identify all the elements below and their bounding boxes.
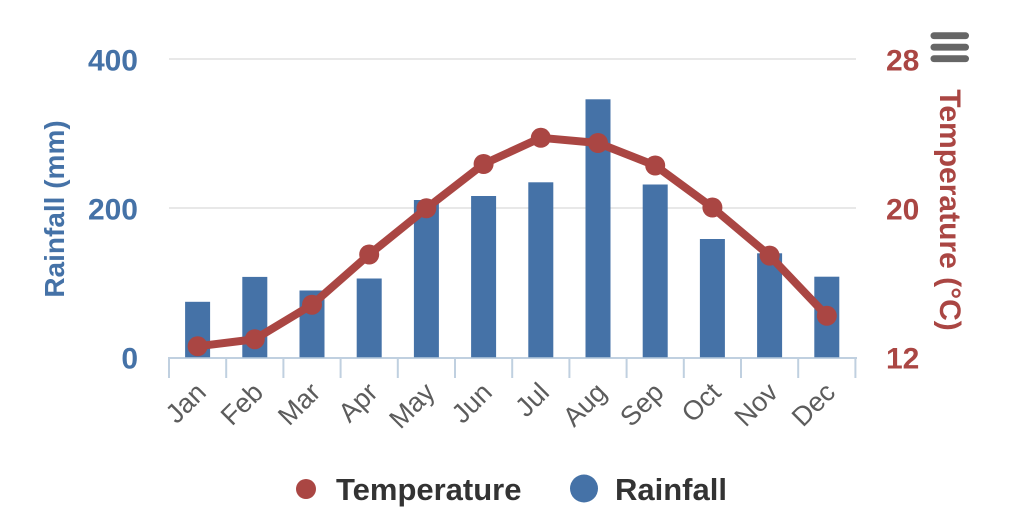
svg-text:200: 200 — [88, 194, 138, 227]
svg-text:400: 400 — [88, 45, 138, 78]
svg-text:Rainfall (mm): Rainfall (mm) — [39, 120, 70, 297]
svg-text:12: 12 — [886, 343, 919, 376]
svg-text:Temperature: Temperature — [336, 472, 522, 507]
svg-text:Rainfall: Rainfall — [615, 472, 727, 507]
svg-text:28: 28 — [886, 45, 919, 78]
svg-text:0: 0 — [121, 343, 138, 376]
svg-text:20: 20 — [886, 194, 919, 227]
svg-text:Temperature (°C): Temperature (°C) — [933, 89, 966, 330]
